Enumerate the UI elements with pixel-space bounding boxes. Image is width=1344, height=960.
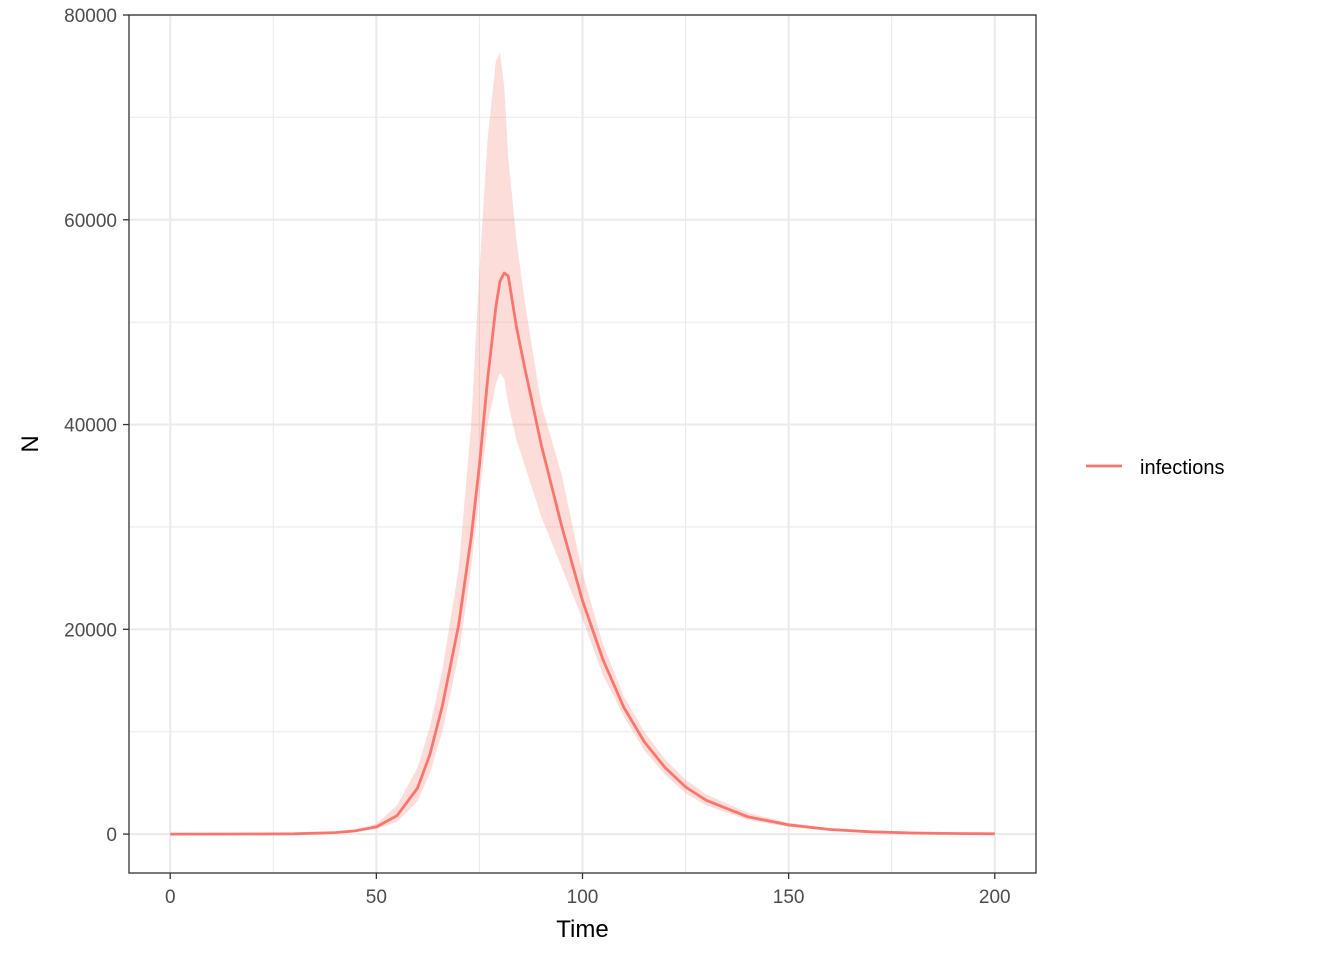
x-tick-label: 150 <box>773 887 805 908</box>
legend: infections <box>1086 457 1225 479</box>
y-axis-title: N <box>17 435 44 452</box>
y-tick-label: 20000 <box>64 620 117 641</box>
x-tick-label: 100 <box>567 887 599 908</box>
y-tick-label: 60000 <box>64 211 117 232</box>
y-axis: 0 20000 40000 60000 80000 <box>64 6 129 846</box>
infections-line <box>170 271 995 836</box>
x-tick-label: 200 <box>979 887 1011 908</box>
x-axis-title: Time <box>556 916 608 943</box>
legend-label: infections <box>1140 457 1225 479</box>
y-tick-label: 40000 <box>64 416 117 437</box>
y-tick-label: 80000 <box>64 6 117 27</box>
x-axis: 0 50 100 150 200 <box>165 873 1011 908</box>
y-tick-label: 0 <box>106 825 117 846</box>
x-tick-label: 0 <box>165 887 176 908</box>
x-tick-label: 50 <box>366 887 387 908</box>
